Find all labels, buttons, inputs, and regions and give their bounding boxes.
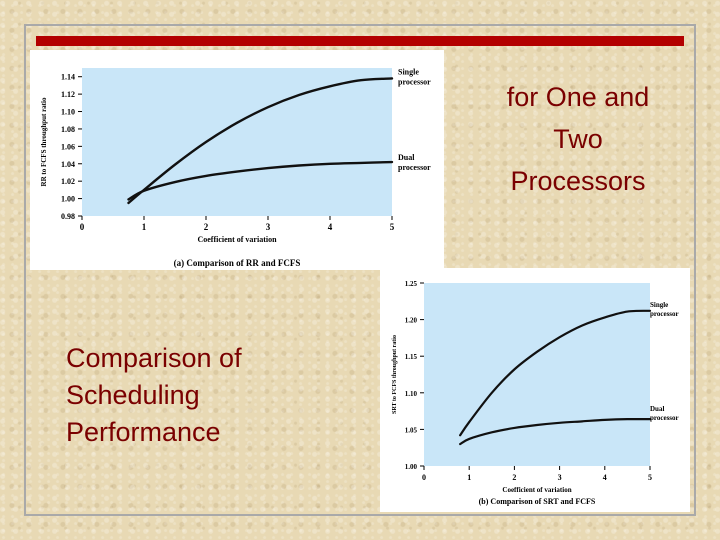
chart-a-svg: 0.98 1.00 1.02 1.04 1.06 1.08 1.10 1.12 1.14 0 1 2 3…: [40, 67, 431, 268]
slide-title: Comparison of Scheduling Performance: [66, 340, 366, 451]
chart-b-svg: 1.00 1.05 1.10 1.15 1.20 1.25 0 1 2 3 4 5 Coefficien…: [392, 280, 679, 506]
y-tick-label: 1.20: [405, 317, 418, 325]
slide-frame: [24, 24, 696, 516]
chart-caption: (a) Comparison of RR and FCFS: [174, 258, 301, 268]
series-label-dual-processor: Dual: [650, 405, 664, 413]
series-line-single-processor: [459, 309, 652, 437]
y-tick-label: 1.12: [61, 90, 75, 99]
x-tick-label: 3: [266, 222, 271, 232]
title-accent-bar: [36, 36, 684, 46]
x-tick-label: 1: [142, 222, 147, 232]
series-line-single-processor: [127, 77, 394, 205]
y-tick-label: 1.00: [61, 195, 75, 204]
x-tick-label: 0: [422, 473, 426, 482]
y-tick-label: 1.08: [61, 125, 75, 134]
y-tick-label: 1.15: [405, 353, 418, 361]
title-line-2: Scheduling: [66, 380, 200, 410]
x-tick-label: 3: [558, 473, 562, 482]
x-axis-label: Coefficient of variation: [197, 235, 277, 244]
series-label-dual-processor: processor: [398, 163, 431, 172]
y-tick-label: 1.06: [61, 142, 75, 151]
y-tick-label: 0.98: [61, 212, 75, 221]
y-axis-label: SRT to FCFS throughput ratio: [392, 335, 398, 414]
series-line-dual-processor: [459, 417, 652, 446]
x-tick-label: 5: [390, 222, 395, 232]
x-tick-label: 5: [648, 473, 652, 482]
y-tick-label: 1.25: [405, 280, 418, 288]
slide-subtitle: for One and Two Processors: [480, 76, 676, 202]
series-label-single-processor: processor: [650, 310, 679, 318]
chart-caption: (b) Comparison of SRT and FCFS: [479, 497, 596, 506]
x-tick-label: 2: [512, 473, 516, 482]
subtitle-line-1: for One and: [506, 82, 650, 112]
chart-srt-vs-fcfs: 1.00 1.05 1.10 1.15 1.20 1.25 0 1 2 3 4 5 Coefficien…: [380, 268, 690, 512]
y-tick-label: 1.14: [61, 73, 75, 82]
x-tick-label: 4: [328, 222, 333, 232]
x-tick-label: 4: [603, 473, 607, 482]
y-tick-label: 1.04: [61, 160, 75, 169]
y-axis-label: RR to FCFS throughput ratio: [40, 97, 48, 186]
plot-area: [82, 68, 392, 216]
y-tick-label: 1.10: [405, 390, 418, 398]
series-label-single-processor: processor: [398, 77, 431, 86]
title-line-3: Performance: [66, 417, 221, 447]
series-label-dual-processor: Dual: [398, 153, 415, 162]
x-tick-label: 1: [467, 473, 471, 482]
plot-area: [424, 283, 650, 466]
y-tick-label: 1.02: [61, 177, 75, 186]
y-tick-label: 1.05: [405, 426, 418, 434]
x-tick-label: 0: [80, 222, 85, 232]
x-tick-label: 2: [204, 222, 209, 232]
series-line-dual-processor: [127, 160, 394, 201]
x-axis-label: Coefficient of variation: [502, 486, 571, 494]
series-label-single-processor: Single: [398, 67, 419, 76]
y-tick-label: 1.00: [405, 463, 418, 471]
title-line-1: Comparison of: [66, 343, 242, 373]
y-tick-label: 1.10: [61, 108, 75, 117]
subtitle-line-2: Two: [553, 124, 603, 154]
series-label-single-processor: Single: [650, 301, 668, 309]
chart-rr-vs-fcfs: 0.98 1.00 1.02 1.04 1.06 1.08 1.10 1.12 1.14 0 1 2 3…: [30, 50, 444, 270]
series-label-dual-processor: processor: [650, 414, 679, 422]
subtitle-line-3: Processors: [510, 166, 646, 196]
